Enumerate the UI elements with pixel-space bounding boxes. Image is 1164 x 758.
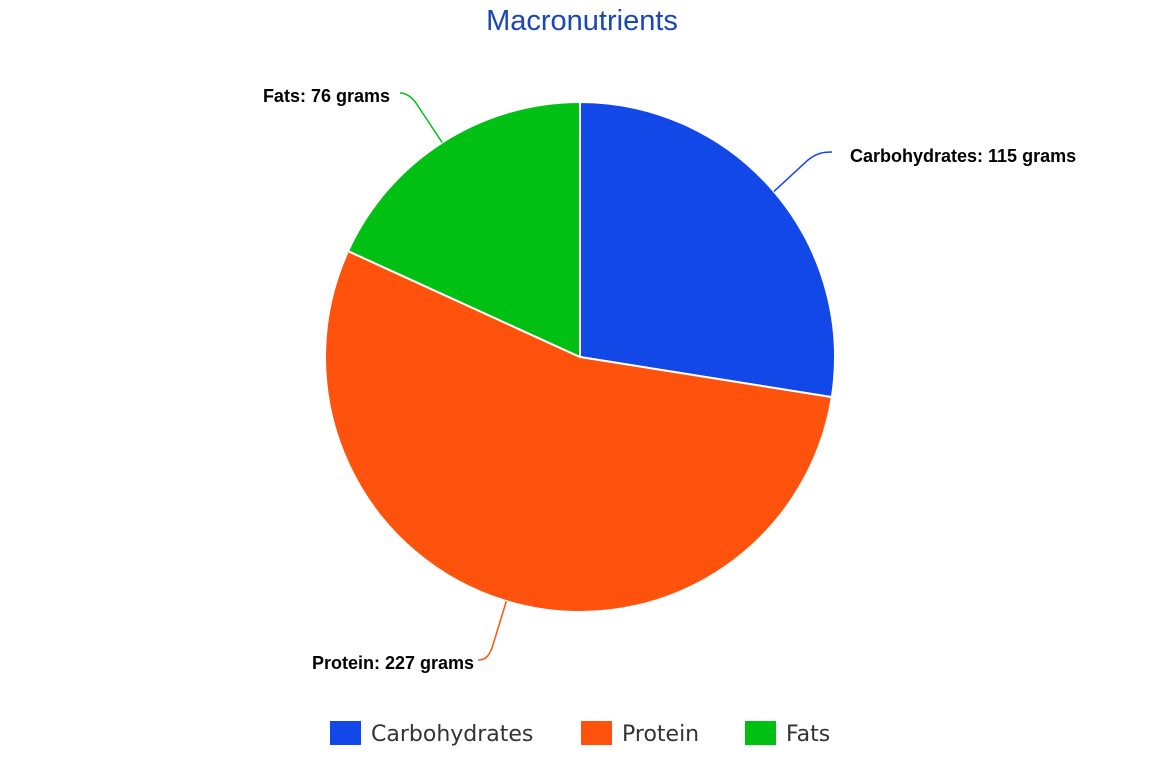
data-label-fats: Fats: 76 grams	[263, 86, 390, 106]
legend-item-fats[interactable]: Fats	[745, 721, 830, 747]
legend: Carbohydrates Protein Fats	[330, 721, 830, 747]
legend-swatch-carbohydrates	[330, 721, 361, 745]
legend-swatch-fats	[745, 721, 776, 745]
legend-swatch-protein	[581, 721, 612, 745]
pie-slice-carbohydrates	[579, 101, 836, 399]
legend-label-carbohydrates: Carbohydrates	[371, 722, 533, 747]
connector-fats	[399, 92, 443, 143]
legend-item-carbohydrates[interactable]: Carbohydrates	[330, 721, 533, 747]
legend-label-protein: Protein	[622, 722, 699, 747]
chart-title: Macronutrients	[486, 5, 678, 37]
legend-item-protein[interactable]: Protein	[581, 721, 699, 747]
legend-label-fats: Fats	[786, 722, 830, 747]
data-label-carbohydrates: Carbohydrates: 115 grams	[850, 146, 1076, 166]
connector-protein	[477, 600, 508, 661]
data-label-protein: Protein: 227 grams	[312, 653, 474, 673]
data-labels: Carbohydrates: 115 grams Protein: 227 gra…	[263, 86, 1076, 673]
connector-carbohydrates	[773, 151, 833, 193]
pie-slice-fats	[347, 101, 581, 358]
pie-slices	[324, 101, 836, 613]
label-connectors	[399, 92, 833, 661]
